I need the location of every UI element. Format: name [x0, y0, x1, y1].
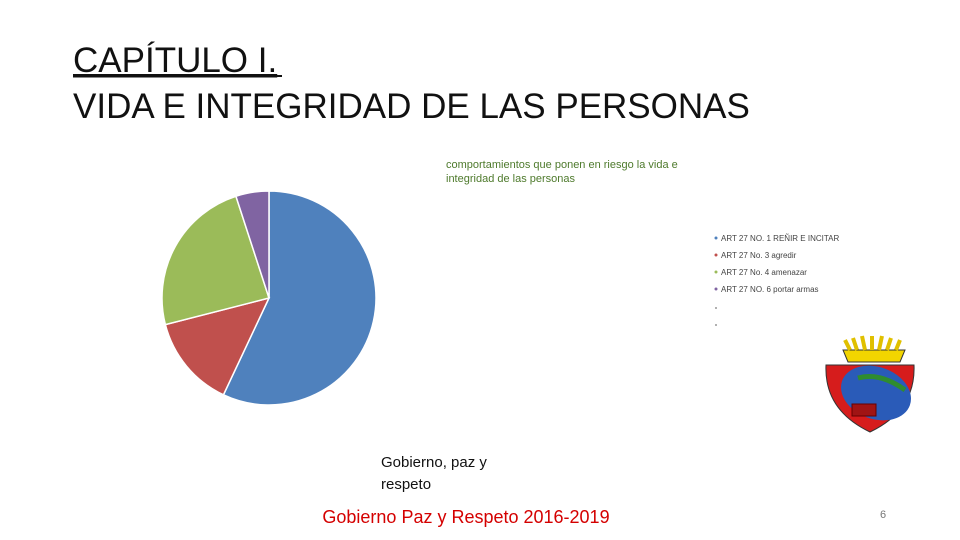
pie-slice [161, 195, 270, 326]
legend-bullet [714, 287, 718, 291]
legend-label: ART 27 NO. 6 portar armas [721, 285, 819, 294]
caption: respeto [381, 476, 431, 493]
legend-label: ART 27 NO. 1 REÑIR E INCITAR [721, 234, 839, 243]
legend-bullet [715, 324, 717, 326]
footer: Gobierno Paz y Respeto 2016-2019 [322, 507, 609, 527]
legend: ART 27 NO. 1 REÑIR E INCITAR ART 27 No. 3… [714, 234, 839, 294]
legend-bullet [714, 270, 718, 274]
pie-slice [164, 296, 271, 396]
slide-title: CAPÍTULO I. [73, 41, 277, 80]
page-number: 6 [880, 509, 886, 521]
caption: Gobierno, paz y [381, 454, 487, 471]
pie-slice [222, 190, 377, 406]
slide-title: VIDA E INTEGRIDAD DE LAS PERSONAS [73, 87, 750, 126]
pie-slice [234, 190, 270, 299]
chart-title: comportamientos que ponen en riesgo la v… [446, 159, 678, 171]
legend-bullet [715, 307, 717, 309]
legend-bullet [714, 236, 718, 240]
logo [825, 335, 915, 433]
chart-title: integridad de las personas [446, 173, 576, 185]
pie [161, 190, 377, 406]
legend-label: ART 27 No. 3 agredir [721, 251, 797, 260]
legend-bullet [714, 253, 718, 257]
legend-label: ART 27 No. 4 amenazar [721, 268, 807, 277]
